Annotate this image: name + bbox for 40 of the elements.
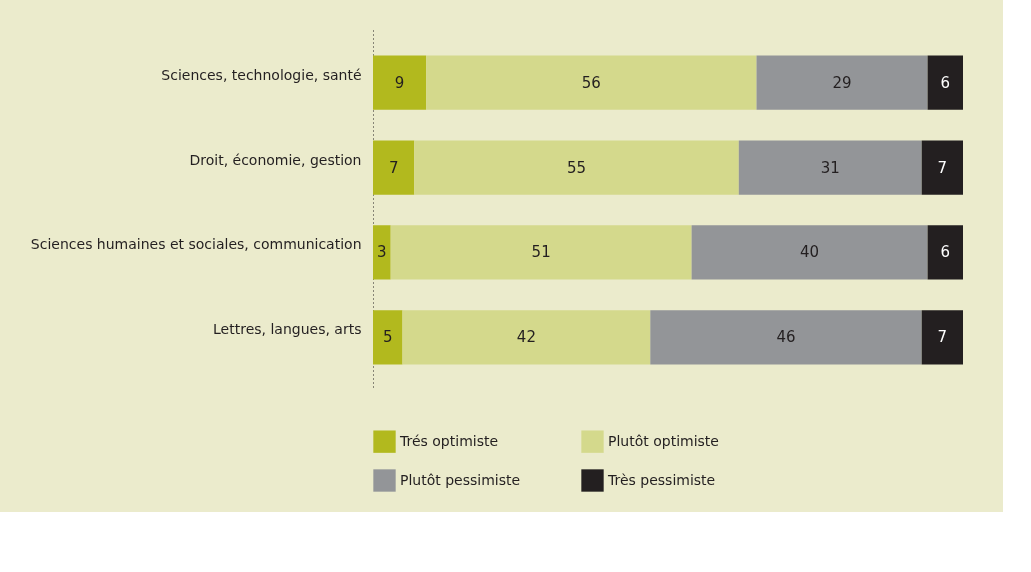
y-tick-label: Sciences, technologie, santé (161, 66, 362, 83)
data-label: 7 (388, 158, 399, 177)
bar (390, 225, 692, 280)
bar (373, 225, 391, 280)
data-label: 7 (937, 158, 948, 177)
data-label: 55 (567, 158, 587, 177)
bar (373, 140, 415, 195)
data-label: 46 (776, 328, 796, 347)
bar (402, 310, 651, 365)
bar (927, 225, 963, 280)
legend-label: Trés optimiste (399, 432, 499, 449)
data-label: 7 (937, 328, 948, 347)
bar (927, 55, 963, 110)
data-label: 9 (394, 73, 405, 92)
legend-label: Très pessimiste (607, 471, 716, 488)
data-label: 29 (832, 73, 852, 92)
bar (921, 310, 963, 365)
y-tick-label: Droit, économie, gestion (189, 151, 362, 168)
bar (373, 55, 427, 110)
legend-label: Plutôt optimiste (608, 432, 719, 449)
data-label: 40 (800, 243, 820, 262)
bar (921, 140, 963, 195)
bar (756, 55, 928, 110)
bar (738, 140, 922, 195)
bar (691, 225, 928, 280)
data-label: 42 (516, 328, 536, 347)
y-tick-label: Lettres, langues, arts (213, 321, 362, 338)
data-label: 56 (581, 73, 601, 92)
data-label: 6 (940, 73, 951, 92)
y-tick-label: Sciences humaines et sociales, communication (30, 236, 362, 253)
data-label: 3 (377, 243, 387, 262)
data-label: 51 (531, 243, 551, 262)
bar (373, 310, 403, 365)
bar (414, 140, 739, 195)
data-label: 31 (820, 158, 840, 177)
bar (426, 55, 757, 110)
data-label: 5 (382, 328, 393, 347)
bar (650, 310, 922, 365)
data-label: 6 (940, 243, 951, 262)
legend-label: Plutôt pessimiste (400, 471, 521, 488)
